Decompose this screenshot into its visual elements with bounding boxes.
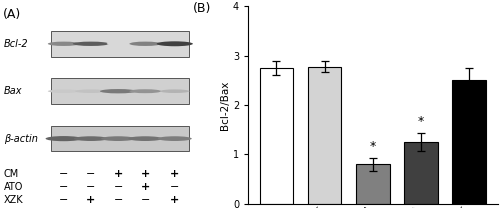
Ellipse shape xyxy=(158,136,192,141)
Text: +: + xyxy=(114,169,122,179)
Text: *: * xyxy=(418,115,424,128)
Bar xyxy=(260,68,294,204)
Text: −: − xyxy=(59,169,69,179)
Ellipse shape xyxy=(73,42,109,46)
Text: ATO: ATO xyxy=(4,182,23,192)
Bar xyxy=(356,164,390,204)
Ellipse shape xyxy=(100,89,136,93)
Ellipse shape xyxy=(128,136,162,141)
Ellipse shape xyxy=(48,42,80,46)
Text: (B): (B) xyxy=(194,2,212,15)
Ellipse shape xyxy=(156,41,193,46)
Text: −: − xyxy=(114,182,123,192)
Text: Bax: Bax xyxy=(4,86,22,96)
Text: CM: CM xyxy=(4,169,19,179)
Ellipse shape xyxy=(107,42,130,46)
Ellipse shape xyxy=(75,89,107,93)
Bar xyxy=(452,80,486,204)
Y-axis label: Bcl-2/Bax: Bcl-2/Bax xyxy=(220,80,230,130)
Ellipse shape xyxy=(48,89,80,93)
Text: Bcl-2: Bcl-2 xyxy=(4,39,28,49)
Bar xyxy=(308,67,342,204)
Text: −: − xyxy=(86,182,96,192)
Bar xyxy=(404,142,438,204)
Text: +: + xyxy=(140,182,150,192)
Text: −: − xyxy=(170,182,179,192)
FancyBboxPatch shape xyxy=(51,78,190,104)
Text: XZK: XZK xyxy=(4,195,24,205)
Text: *: * xyxy=(370,140,376,153)
Ellipse shape xyxy=(74,136,108,141)
Ellipse shape xyxy=(46,136,82,141)
FancyBboxPatch shape xyxy=(51,31,190,57)
Ellipse shape xyxy=(160,89,190,93)
FancyBboxPatch shape xyxy=(51,126,190,151)
Text: −: − xyxy=(114,195,123,205)
Ellipse shape xyxy=(130,42,161,46)
Text: −: − xyxy=(140,195,150,205)
Text: −: − xyxy=(59,182,69,192)
Text: +: + xyxy=(140,169,150,179)
Text: +: + xyxy=(170,195,179,205)
Ellipse shape xyxy=(130,89,161,93)
Ellipse shape xyxy=(101,136,135,141)
Text: β-actin: β-actin xyxy=(4,134,37,144)
Text: −: − xyxy=(59,195,69,205)
Text: (A): (A) xyxy=(2,8,21,21)
Text: −: − xyxy=(86,169,96,179)
Text: +: + xyxy=(86,195,96,205)
Text: +: + xyxy=(170,169,179,179)
